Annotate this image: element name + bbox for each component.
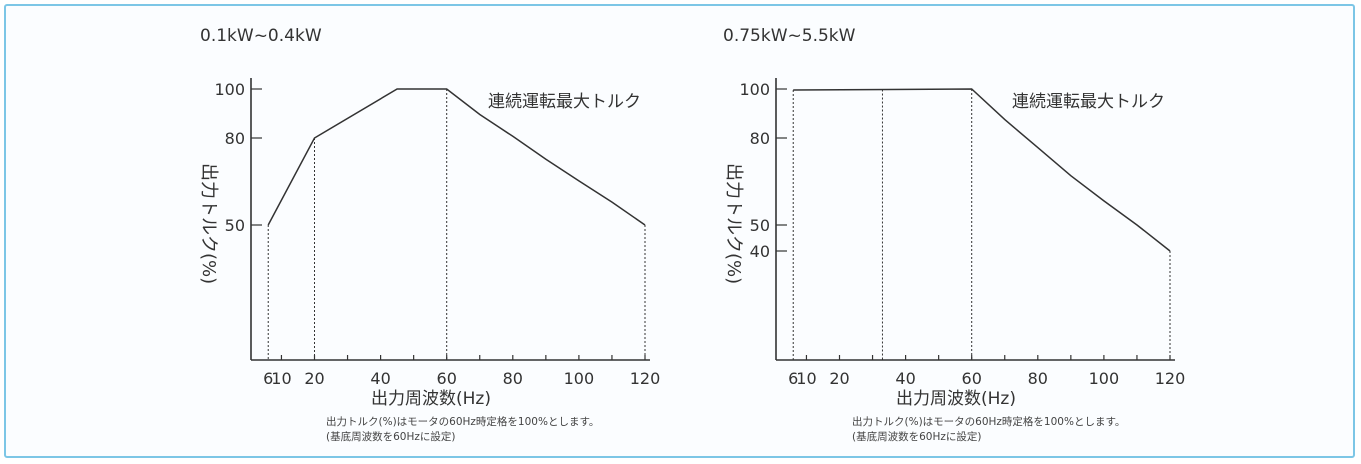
x-tick-label-6: 6 — [788, 369, 798, 388]
x-tick-label-120: 120 — [1155, 369, 1186, 388]
x-tick-label-80: 80 — [1028, 369, 1048, 388]
chart-2-note-1: 出力トルク(%)はモータの60Hz時定格を100%とします。 — [852, 415, 1125, 428]
chart-1-title: 0.1kW~0.4kW — [200, 26, 322, 46]
x-tick-label-80: 80 — [503, 369, 523, 388]
chart-panel-frame — [4, 4, 1355, 458]
chart-1-guides — [267, 89, 646, 360]
x-tick-label-6: 6 — [263, 369, 273, 388]
y-tick-label-50: 50 — [750, 216, 770, 235]
chart-1-x-ticks: 610 20 40 60 80 100 120 — [263, 355, 660, 388]
x-tick-label-60: 60 — [962, 369, 982, 388]
chart-2-y-label: 出力トルク(%) — [723, 163, 744, 284]
y-tick-label-40: 40 — [750, 242, 770, 261]
x-tick-label-20: 20 — [304, 369, 324, 388]
x-tick-label-40: 40 — [895, 369, 915, 388]
chart-1-y-ticks: 50 80 100 — [214, 80, 262, 235]
y-tick-label-80: 80 — [750, 129, 770, 148]
chart-1: 0.1kW~0.4kW 50 80 100 610 20 40 60 80 100 120 連続… — [198, 26, 660, 443]
x-tick-label-120: 120 — [630, 369, 661, 388]
x-tick-label-100: 100 — [1089, 369, 1120, 388]
chart-2-series-line — [793, 88, 1171, 252]
x-tick-label-60: 60 — [437, 369, 457, 388]
chart-1-note-2: (基底周波数を60Hzに設定) — [326, 430, 455, 443]
chart-2-guides — [792, 89, 1171, 360]
chart-2-x-ticks: 610 20 40 60 80 100 120 — [788, 355, 1185, 388]
chart-2: 0.75kW~5.5kW 40 50 80 100 610 20 40 60 80 100 120… — [723, 26, 1185, 443]
y-tick-label-50: 50 — [225, 216, 245, 235]
x-tick-label-40: 40 — [370, 369, 390, 388]
chart-2-y-ticks: 40 50 80 100 — [739, 80, 787, 261]
y-tick-label-80: 80 — [225, 129, 245, 148]
chart-1-series-line — [267, 88, 646, 226]
chart-1-y-label: 出力トルク(%) — [198, 163, 219, 284]
x-tick-label-10: 10 — [796, 369, 816, 388]
x-tick-label-10: 10 — [271, 369, 291, 388]
y-tick-label-100: 100 — [214, 80, 245, 99]
chart-1-note-1: 出力トルク(%)はモータの60Hz時定格を100%とします。 — [326, 415, 599, 428]
chart-1-series-label: 連続運転最大トルク — [488, 92, 641, 112]
chart-1-x-label: 出力周波数(Hz) — [371, 389, 491, 409]
y-tick-label-100: 100 — [739, 80, 770, 99]
chart-2-x-label: 出力周波数(Hz) — [896, 389, 1016, 409]
x-tick-label-100: 100 — [564, 369, 595, 388]
x-tick-label-20: 20 — [829, 369, 849, 388]
chart-2-note-2: (基底周波数を60Hzに設定) — [852, 430, 981, 443]
chart-2-title: 0.75kW~5.5kW — [723, 26, 856, 46]
chart-2-series-label: 連続運転最大トルク — [1012, 92, 1165, 112]
